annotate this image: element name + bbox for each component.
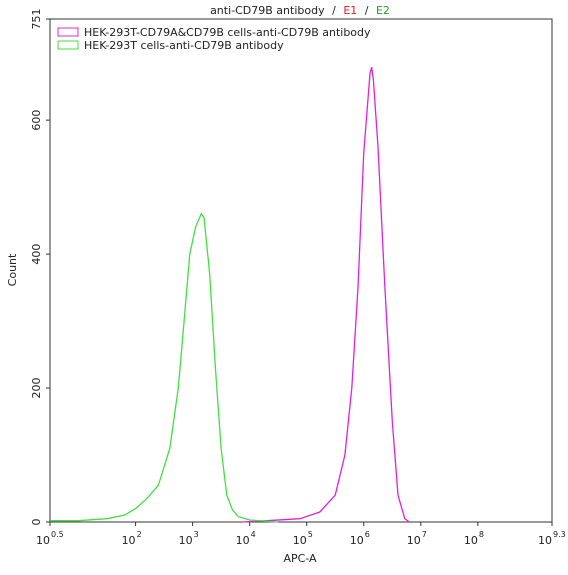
legend-label: HEK-293T cells-anti-CD79B antibody bbox=[84, 39, 284, 52]
series-line bbox=[241, 67, 410, 523]
x-axis-label: APC-A bbox=[283, 552, 317, 565]
x-tick-exponent: 9.3 bbox=[553, 530, 566, 539]
x-tick-exponent: 5 bbox=[308, 530, 313, 539]
x-tick-exponent: 0.5 bbox=[51, 530, 64, 539]
chart-title: anti-CD79B antibody / E1 / E2 bbox=[210, 4, 390, 17]
legend-label: HEK-293T-CD79A&CD79B cells-anti-CD79B an… bbox=[84, 26, 371, 39]
x-tick-exponent: 8 bbox=[479, 530, 484, 539]
legend-swatch bbox=[57, 27, 79, 37]
series-line bbox=[50, 212, 279, 523]
title-separator: / bbox=[365, 4, 369, 17]
x-tick-label: 10 bbox=[350, 534, 364, 547]
x-tick-exponent: 6 bbox=[365, 530, 370, 539]
x-tick-label: 10 bbox=[122, 534, 136, 547]
plot-frame bbox=[49, 18, 553, 523]
x-tick-label: 10 bbox=[464, 534, 478, 547]
x-tick-label: 10 bbox=[36, 534, 50, 547]
y-tick-label: 600 bbox=[30, 110, 43, 131]
gate-label: E2 bbox=[376, 4, 390, 17]
x-tick-label: 10 bbox=[293, 534, 307, 547]
title-separator: / bbox=[332, 4, 336, 17]
x-tick-exponent: 2 bbox=[137, 530, 142, 539]
x-tick-label: 10 bbox=[179, 534, 193, 547]
y-tick-label: 400 bbox=[30, 244, 43, 265]
x-tick-label: 10 bbox=[407, 534, 421, 547]
x-tick-label: 10 bbox=[538, 534, 552, 547]
y-tick-label: 200 bbox=[30, 378, 43, 399]
gate-label: E1 bbox=[343, 4, 357, 17]
y-axis-label: Count bbox=[6, 253, 19, 286]
x-tick-exponent: 4 bbox=[251, 530, 256, 539]
title-text: anti-CD79B antibody bbox=[210, 4, 325, 17]
legend-swatch bbox=[57, 40, 79, 50]
x-tick-label: 10 bbox=[236, 534, 250, 547]
x-tick-exponent: 7 bbox=[422, 530, 427, 539]
y-tick-label: 751 bbox=[30, 9, 43, 30]
y-tick-label: 0 bbox=[30, 519, 43, 526]
x-tick-exponent: 3 bbox=[194, 530, 199, 539]
